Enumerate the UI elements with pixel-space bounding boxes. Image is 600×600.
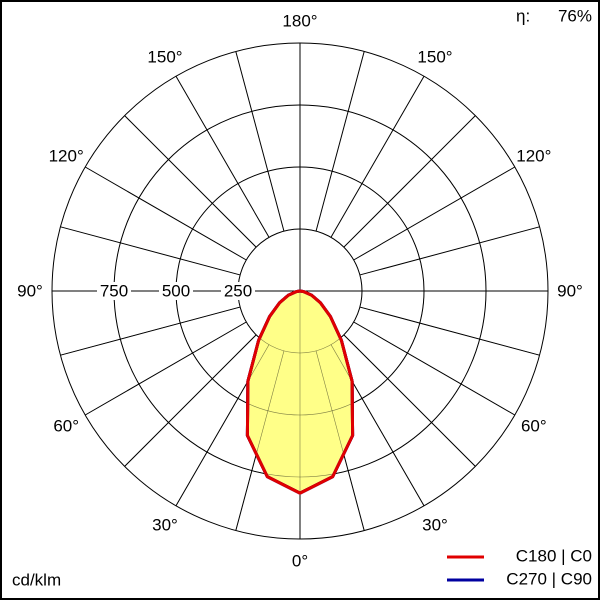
angle-label: 60°	[53, 416, 79, 435]
spoke-overlay	[85, 321, 247, 416]
r-tick-label: 750	[100, 281, 128, 300]
angle-label: 30°	[152, 515, 178, 534]
legend-label: C270 | C90	[506, 569, 592, 588]
spoke-overlay	[330, 344, 425, 506]
r-tick-label: 500	[162, 281, 190, 300]
unit-label: cd/klm	[12, 570, 61, 589]
spoke-overlay	[124, 334, 257, 467]
angle-label: 180°	[282, 11, 317, 30]
spoke	[175, 75, 270, 238]
spoke	[330, 75, 425, 238]
spoke-overlay	[359, 306, 540, 356]
angle-label: 0°	[292, 551, 308, 570]
label-bg	[12, 282, 48, 300]
spoke	[353, 166, 516, 261]
label-bg	[97, 282, 131, 300]
angle-label: 120°	[49, 146, 84, 165]
efficiency-name: η:	[516, 6, 530, 25]
spoke-overlay	[60, 306, 241, 356]
r-tick-label: 250	[224, 281, 252, 300]
angle-label: 90°	[557, 281, 583, 300]
label-bg	[221, 282, 255, 300]
label-bg	[159, 282, 193, 300]
spoke-overlay	[235, 350, 285, 531]
spoke	[60, 226, 241, 276]
spoke	[235, 51, 285, 232]
spoke	[315, 51, 365, 232]
angle-label: 120°	[516, 146, 551, 165]
legend-label: C180 | C0	[516, 546, 592, 565]
angle-label: 150°	[417, 48, 452, 67]
spoke-overlay	[353, 321, 515, 416]
spoke	[124, 115, 257, 248]
efficiency-value: 76%	[558, 6, 592, 25]
intensity-outline	[245, 289, 355, 495]
label-bg	[552, 282, 588, 300]
angle-label: 150°	[147, 48, 182, 67]
angle-label: 90°	[17, 281, 43, 300]
spoke-overlay	[175, 344, 270, 506]
spoke-overlay	[315, 350, 365, 531]
angle-label: 60°	[521, 416, 547, 435]
angle-label: 30°	[422, 515, 448, 534]
spoke	[359, 226, 540, 276]
spoke-overlay	[343, 334, 476, 467]
spoke	[343, 115, 476, 248]
spoke	[84, 166, 247, 261]
